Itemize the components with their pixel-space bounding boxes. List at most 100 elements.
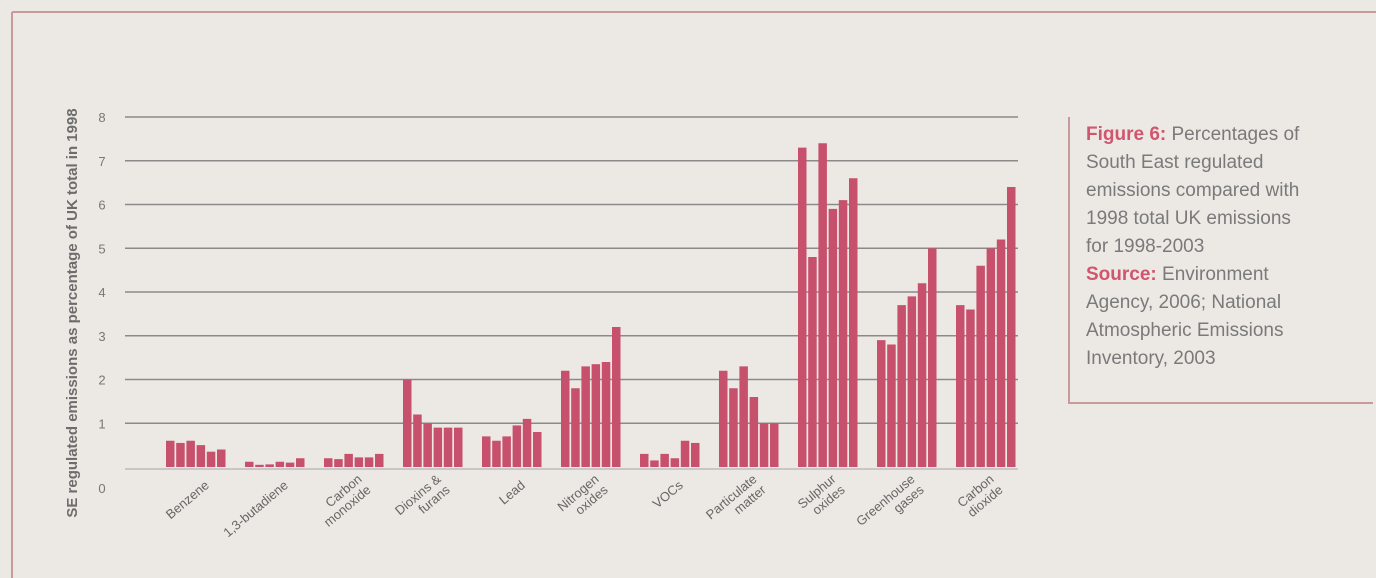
bar [186, 440, 195, 467]
bar [206, 451, 216, 467]
x-tick-label: Carbondioxide [954, 471, 1005, 521]
y-tick-label: 5 [98, 241, 105, 256]
bar [749, 397, 759, 467]
bar [917, 283, 927, 467]
bar [375, 453, 384, 467]
bar [956, 305, 965, 467]
bar [502, 436, 511, 467]
source-text-1: Environment [1156, 264, 1269, 285]
bar [176, 442, 185, 467]
x-tick-label: Nitrogenoxides [554, 471, 611, 525]
bar [423, 423, 432, 467]
bar [275, 461, 285, 467]
gridlines [125, 116, 1018, 470]
bar [482, 436, 491, 467]
bar [966, 309, 975, 467]
bar [443, 427, 453, 467]
source-text-4: Inventory, 2003 [1086, 348, 1216, 369]
bar [759, 423, 769, 467]
bar [719, 370, 728, 467]
bar [680, 440, 690, 467]
caption-text-5: for 1998-2003 [1086, 236, 1205, 257]
x-tick-label: Particulatematter [703, 471, 769, 533]
x-tick-label: VOCs [650, 477, 687, 511]
bar [581, 366, 590, 467]
bar [808, 257, 817, 467]
bar [660, 453, 669, 467]
bar [344, 453, 353, 467]
bar [770, 423, 779, 467]
source-line-1: Source: Environment [1086, 261, 1373, 289]
bar [285, 462, 295, 467]
bar [650, 460, 659, 467]
x-tick-label: Sulphuroxides [795, 471, 848, 522]
bar [533, 432, 542, 467]
y-tick-label: 2 [98, 373, 105, 388]
bar [996, 239, 1006, 467]
bar [828, 208, 838, 467]
bar [334, 459, 343, 467]
x-axis-ticks: Benzene 1,3-butadiene Carbonmonoxide Dioxin… [163, 471, 1006, 540]
bar [403, 379, 412, 467]
bar [454, 427, 463, 467]
bar [492, 440, 501, 467]
bar [561, 370, 570, 467]
bar [166, 440, 175, 467]
x-tick-label: Greenhousegases [853, 471, 927, 540]
bar [571, 388, 580, 467]
bar [897, 305, 906, 467]
bar [255, 464, 264, 467]
x-tick-label: Carbonmonoxide [312, 471, 374, 529]
source-label: Source: [1086, 264, 1157, 285]
bar [245, 461, 254, 467]
bar [354, 457, 364, 467]
bar [217, 449, 226, 467]
bar [798, 147, 807, 467]
bar [907, 296, 917, 467]
x-tick-label: 1,3-butadiene [220, 477, 291, 540]
figure-label: Figure 6: [1086, 124, 1167, 145]
caption-text-3: emissions compared with [1086, 180, 1300, 201]
caption-text-4: 1998 total UK emissions [1086, 208, 1291, 229]
figure-caption: Figure 6: Percentages of South East regu… [1068, 117, 1373, 404]
y-tick-label: 1 [98, 416, 105, 431]
bar [849, 178, 858, 467]
x-tick-label: Dioxins &furans [392, 471, 453, 529]
caption-text-1: Percentages of [1166, 124, 1300, 145]
bar [877, 340, 886, 467]
y-tick-label: 8 [98, 110, 105, 125]
bar [670, 458, 680, 467]
bar [612, 327, 621, 467]
bar [729, 388, 738, 467]
caption-line-1: Figure 6: Percentages of [1086, 121, 1373, 149]
bar [196, 445, 206, 467]
bar [691, 442, 700, 467]
bar [512, 425, 522, 467]
bar [739, 366, 748, 467]
y-axis-label: SE regulated emissions as percentage of … [64, 108, 81, 517]
bar [986, 248, 996, 467]
bar [522, 418, 532, 467]
source-text-3: Atmospheric Emissions [1086, 320, 1284, 341]
bar [1007, 187, 1016, 467]
y-tick-label: 3 [98, 329, 105, 344]
bar [928, 248, 937, 467]
bar [838, 200, 848, 467]
bar [640, 453, 649, 467]
bar [296, 458, 305, 467]
x-tick-label: Benzene [163, 477, 212, 521]
x-tick-label: Lead [496, 477, 528, 507]
bar [591, 364, 601, 467]
bar [413, 414, 422, 467]
source-text-2: Agency, 2006; National [1086, 292, 1282, 313]
bar [818, 143, 827, 467]
y-tick-label: 7 [98, 154, 105, 169]
caption-text-2: South East regulated [1086, 152, 1264, 173]
bar [433, 427, 443, 467]
bar [976, 265, 985, 467]
bars [166, 143, 1016, 467]
y-axis-ticks: 0 1 2 3 4 5 6 7 8 [98, 110, 105, 496]
bar [324, 458, 333, 467]
